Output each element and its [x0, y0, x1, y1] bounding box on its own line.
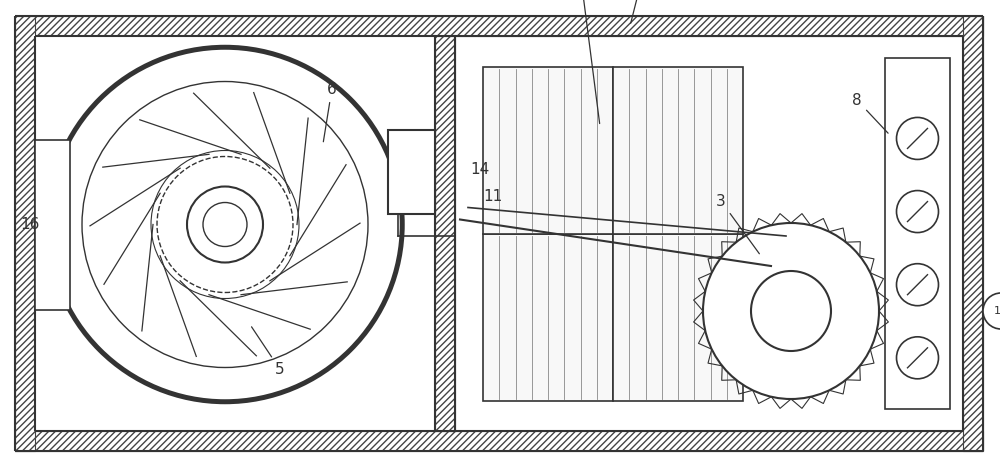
Bar [35, 139, 70, 310]
Bar [885, 58, 950, 409]
Circle shape [983, 293, 1000, 329]
Circle shape [896, 190, 938, 233]
Circle shape [751, 271, 831, 351]
Bar [15, 16, 983, 36]
Bar [15, 431, 983, 451]
Text: 1: 1 [631, 0, 645, 23]
Text: 18: 18 [994, 306, 1000, 316]
Text: 5: 5 [252, 327, 285, 377]
Text: 6: 6 [323, 82, 337, 142]
Circle shape [157, 157, 293, 293]
Circle shape [896, 117, 938, 159]
Text: 16: 16 [20, 217, 39, 232]
Bar [483, 234, 613, 401]
Text: 7: 7 [577, 0, 600, 123]
Text: 14: 14 [470, 162, 489, 177]
Bar [483, 67, 613, 234]
Text: 8: 8 [852, 92, 888, 133]
Circle shape [203, 203, 247, 247]
Bar [35, 36, 435, 431]
Bar [15, 16, 35, 451]
Bar [963, 16, 983, 451]
Bar [435, 36, 455, 431]
Circle shape [896, 264, 938, 306]
Circle shape [703, 223, 879, 399]
Circle shape [187, 187, 263, 263]
Circle shape [47, 46, 403, 402]
Bar [613, 234, 743, 401]
Bar [388, 129, 435, 214]
Circle shape [896, 337, 938, 379]
Text: 11: 11 [483, 189, 502, 204]
Bar [613, 67, 743, 234]
Text: 3: 3 [716, 194, 759, 254]
